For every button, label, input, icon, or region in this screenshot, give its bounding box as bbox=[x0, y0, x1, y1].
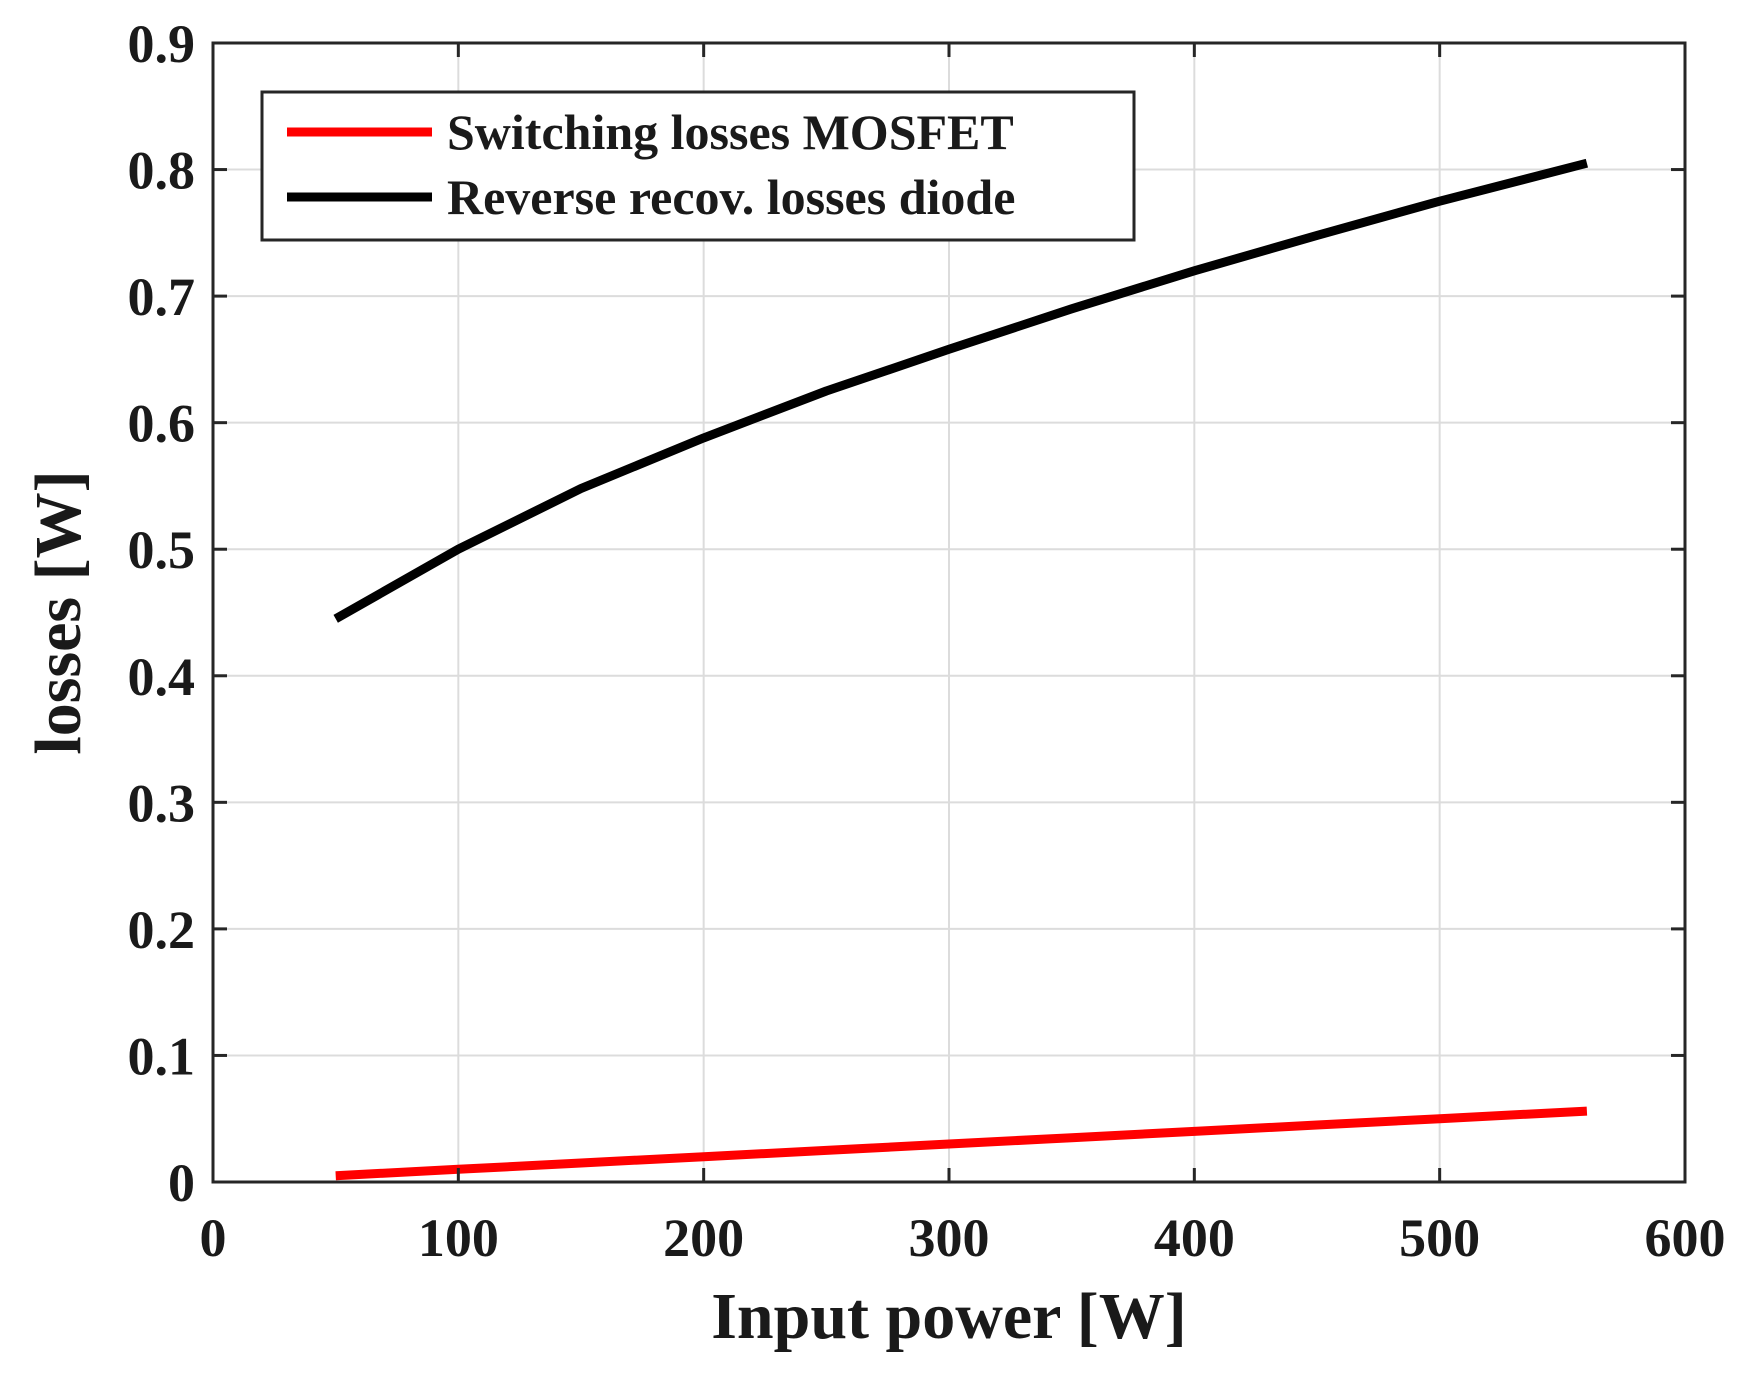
y-tick-label: 0.9 bbox=[128, 14, 196, 74]
y-tick-label: 0.5 bbox=[128, 520, 196, 580]
y-tick-label: 0.1 bbox=[128, 1026, 196, 1086]
x-tick-label: 300 bbox=[909, 1208, 990, 1268]
y-tick-label: 0 bbox=[168, 1153, 195, 1213]
x-tick-label: 600 bbox=[1645, 1208, 1726, 1268]
x-tick-label: 100 bbox=[418, 1208, 499, 1268]
y-tick-label: 0.8 bbox=[128, 141, 196, 201]
x-tick-label: 400 bbox=[1154, 1208, 1235, 1268]
legend-box bbox=[260, 90, 1136, 242]
series-line-2 bbox=[333, 158, 1589, 623]
x-tick-label: 500 bbox=[1399, 1208, 1480, 1268]
series-layer bbox=[333, 158, 1589, 1181]
x-axis-label: Input power [W] bbox=[711, 1280, 1187, 1353]
y-tick-label: 0.3 bbox=[128, 773, 196, 833]
y-tick-label: 0.4 bbox=[128, 647, 196, 707]
legend: Switching losses MOSFET Reverse recov. lo… bbox=[260, 90, 1136, 242]
legend-label-2: Reverse recov. losses diode bbox=[447, 169, 1015, 225]
ticks: 0 100 200 300 400 500 600 0 0.1 0.2 0.3 0.4 0.5 0.6 0.… bbox=[128, 14, 1726, 1268]
y-tick-label: 0.6 bbox=[128, 394, 196, 454]
x-tick-label: 200 bbox=[663, 1208, 744, 1268]
y-tick-label: 0.7 bbox=[128, 267, 196, 327]
series-line-1 bbox=[335, 1106, 1588, 1181]
y-tick-label: 0.2 bbox=[128, 900, 196, 960]
y-axis-label: losses [W] bbox=[22, 470, 95, 754]
legend-label-1: Switching losses MOSFET bbox=[447, 104, 1014, 160]
x-tick-label: 0 bbox=[200, 1208, 227, 1268]
